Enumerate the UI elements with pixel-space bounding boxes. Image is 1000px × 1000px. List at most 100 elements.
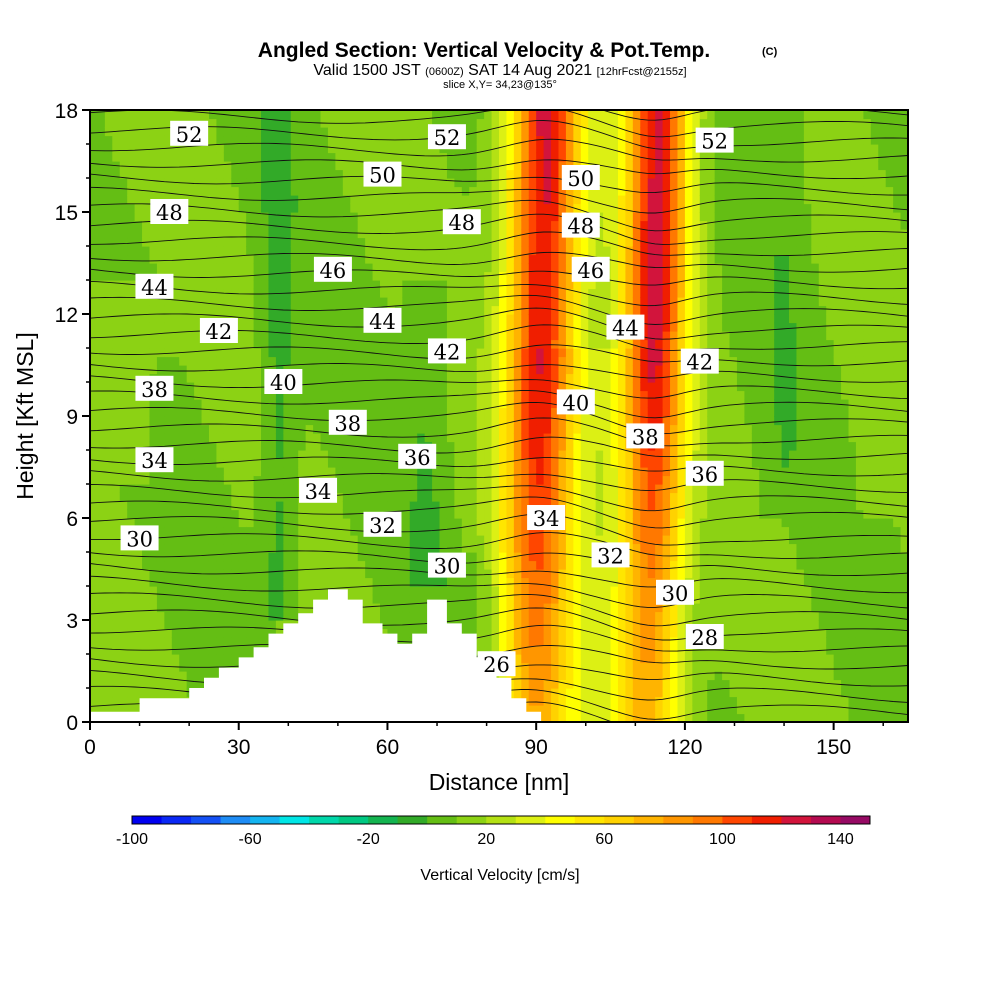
velocity-cell <box>223 169 232 179</box>
velocity-cell <box>268 246 277 256</box>
velocity-cell <box>223 416 232 426</box>
velocity-cell <box>424 399 433 409</box>
velocity-cell <box>380 212 389 222</box>
velocity-cell <box>261 416 270 426</box>
velocity-cell <box>119 220 128 230</box>
velocity-cell <box>469 186 478 196</box>
velocity-cell <box>580 441 589 451</box>
velocity-cell <box>499 297 508 307</box>
velocity-cell <box>216 492 225 502</box>
velocity-cell <box>402 382 411 392</box>
velocity-cell <box>528 560 537 570</box>
velocity-cell <box>565 628 574 638</box>
velocity-cell <box>119 246 128 256</box>
velocity-cell <box>194 110 203 120</box>
velocity-cell <box>528 373 537 383</box>
velocity-cell <box>253 365 262 375</box>
velocity-cell <box>253 186 262 196</box>
velocity-cell <box>216 186 225 196</box>
velocity-cell <box>580 569 589 579</box>
velocity-cell <box>558 356 567 366</box>
velocity-cell <box>543 424 552 434</box>
velocity-cell <box>104 186 113 196</box>
velocity-cell <box>595 492 604 502</box>
velocity-cell <box>90 152 99 162</box>
velocity-cell <box>90 518 99 528</box>
velocity-cell <box>476 467 485 477</box>
velocity-cell <box>543 560 552 570</box>
velocity-cell <box>484 526 493 536</box>
velocity-cell <box>201 186 210 196</box>
velocity-cell <box>119 603 128 613</box>
velocity-cell <box>186 450 195 460</box>
velocity-cell <box>298 467 307 477</box>
velocity-cell <box>275 254 284 264</box>
velocity-cell <box>119 594 128 604</box>
velocity-cell <box>216 220 225 230</box>
velocity-cell <box>484 467 493 477</box>
velocity-cell <box>231 144 240 154</box>
velocity-cell <box>149 254 158 264</box>
velocity-cell <box>394 628 403 638</box>
velocity-cell <box>104 135 113 145</box>
velocity-cell <box>543 356 552 366</box>
velocity-cell <box>499 314 508 324</box>
velocity-cell <box>275 628 284 638</box>
velocity-cell <box>573 339 582 349</box>
velocity-cell <box>216 127 225 137</box>
velocity-cell <box>112 603 121 613</box>
velocity-cell <box>97 169 106 179</box>
velocity-cell <box>179 688 188 698</box>
velocity-cell <box>521 237 530 247</box>
velocity-cell <box>424 220 433 230</box>
velocity-cell <box>171 373 180 383</box>
velocity-cell <box>595 399 604 409</box>
velocity-cell <box>365 560 374 570</box>
velocity-cell <box>201 492 210 502</box>
velocity-cell <box>127 195 136 205</box>
velocity-cell <box>380 280 389 290</box>
velocity-cell <box>186 586 195 596</box>
velocity-cell <box>417 560 426 570</box>
velocity-cell <box>194 433 203 443</box>
velocity-cell <box>246 186 255 196</box>
velocity-cell <box>275 356 284 366</box>
velocity-cell <box>97 679 106 689</box>
velocity-cell <box>253 288 262 298</box>
velocity-cell <box>127 450 136 460</box>
velocity-cell <box>446 322 455 332</box>
velocity-cell <box>223 518 232 528</box>
velocity-cell <box>350 569 359 579</box>
velocity-cell <box>491 348 500 358</box>
velocity-cell <box>461 577 470 587</box>
velocity-cell <box>357 127 366 137</box>
velocity-cell <box>439 186 448 196</box>
velocity-cell <box>469 560 478 570</box>
velocity-cell <box>119 399 128 409</box>
velocity-cell <box>164 348 173 358</box>
velocity-cell <box>156 331 165 341</box>
velocity-cell <box>476 526 485 536</box>
velocity-cell <box>194 229 203 239</box>
velocity-cell <box>97 390 106 400</box>
velocity-cell <box>357 254 366 264</box>
velocity-cell <box>603 628 612 638</box>
velocity-cell <box>558 645 567 655</box>
velocity-cell <box>238 169 247 179</box>
velocity-cell <box>208 501 218 511</box>
velocity-cell <box>216 254 225 264</box>
velocity-cell <box>499 424 508 434</box>
velocity-cell <box>439 594 448 604</box>
velocity-cell <box>565 611 574 621</box>
velocity-cell <box>580 365 589 375</box>
velocity-cell <box>112 195 121 205</box>
velocity-cell <box>409 356 418 366</box>
velocity-cell <box>499 620 508 630</box>
velocity-cell <box>216 356 225 366</box>
velocity-cell <box>491 484 500 494</box>
velocity-cell <box>298 441 307 451</box>
velocity-cell <box>246 501 255 511</box>
velocity-cell <box>179 645 188 655</box>
velocity-cell <box>521 577 530 587</box>
velocity-cell <box>305 390 314 400</box>
